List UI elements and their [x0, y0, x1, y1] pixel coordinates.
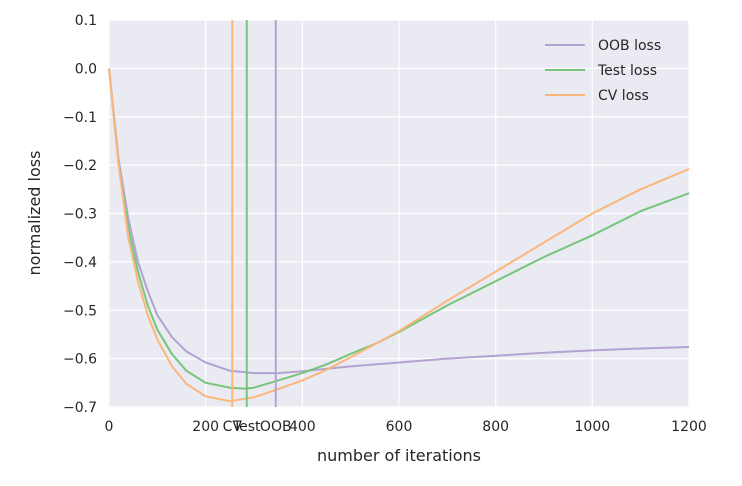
y-axis-label: normalized loss — [25, 151, 44, 276]
series-line-cv-loss — [108, 68, 690, 403]
legend-label: CV loss — [598, 88, 649, 104]
series-line-test-loss — [108, 68, 690, 390]
y-tick-label: −0.4 — [63, 255, 97, 271]
x-tick-label: 0 — [105, 419, 114, 435]
marker-label-cv: CV — [223, 419, 243, 435]
y-tick-label: −0.5 — [63, 303, 97, 319]
x-axis-label: number of iterations — [317, 446, 481, 465]
x-tick-label: 600 — [386, 419, 413, 435]
y-tick-label: −0.1 — [63, 110, 97, 126]
legend: OOB loss Test loss CV loss — [545, 38, 661, 104]
y-tick-label: 0.1 — [75, 13, 97, 29]
marker-label-test: Test — [232, 419, 261, 435]
legend-label: OOB loss — [598, 38, 661, 54]
y-tick-label: 0.0 — [75, 61, 97, 77]
marker-label-oob: OOB — [260, 419, 292, 435]
x-tick-label: 1200 — [671, 419, 707, 435]
x-tick-label: 800 — [482, 419, 509, 435]
x-tick-label: 200 — [192, 419, 219, 435]
y-tick-label: −0.6 — [63, 352, 97, 368]
y-tick-label: −0.7 — [63, 400, 97, 416]
legend-label: Test loss — [597, 63, 657, 79]
y-tick-label: −0.2 — [63, 158, 97, 174]
x-tick-label: 400 — [289, 419, 316, 435]
x-axis-ticks: 0 200 400 600 800 1000 1200 — [105, 419, 707, 435]
series-lines — [108, 68, 690, 403]
y-axis-ticks: 0.1 0.0 −0.1 −0.2 −0.3 −0.4 −0.5 −0.6 −0.7 — [63, 13, 97, 416]
series-line-oob-loss — [108, 68, 690, 375]
x-tick-label: 1000 — [575, 419, 611, 435]
y-tick-label: −0.3 — [63, 207, 97, 223]
grid — [108, 19, 690, 408]
